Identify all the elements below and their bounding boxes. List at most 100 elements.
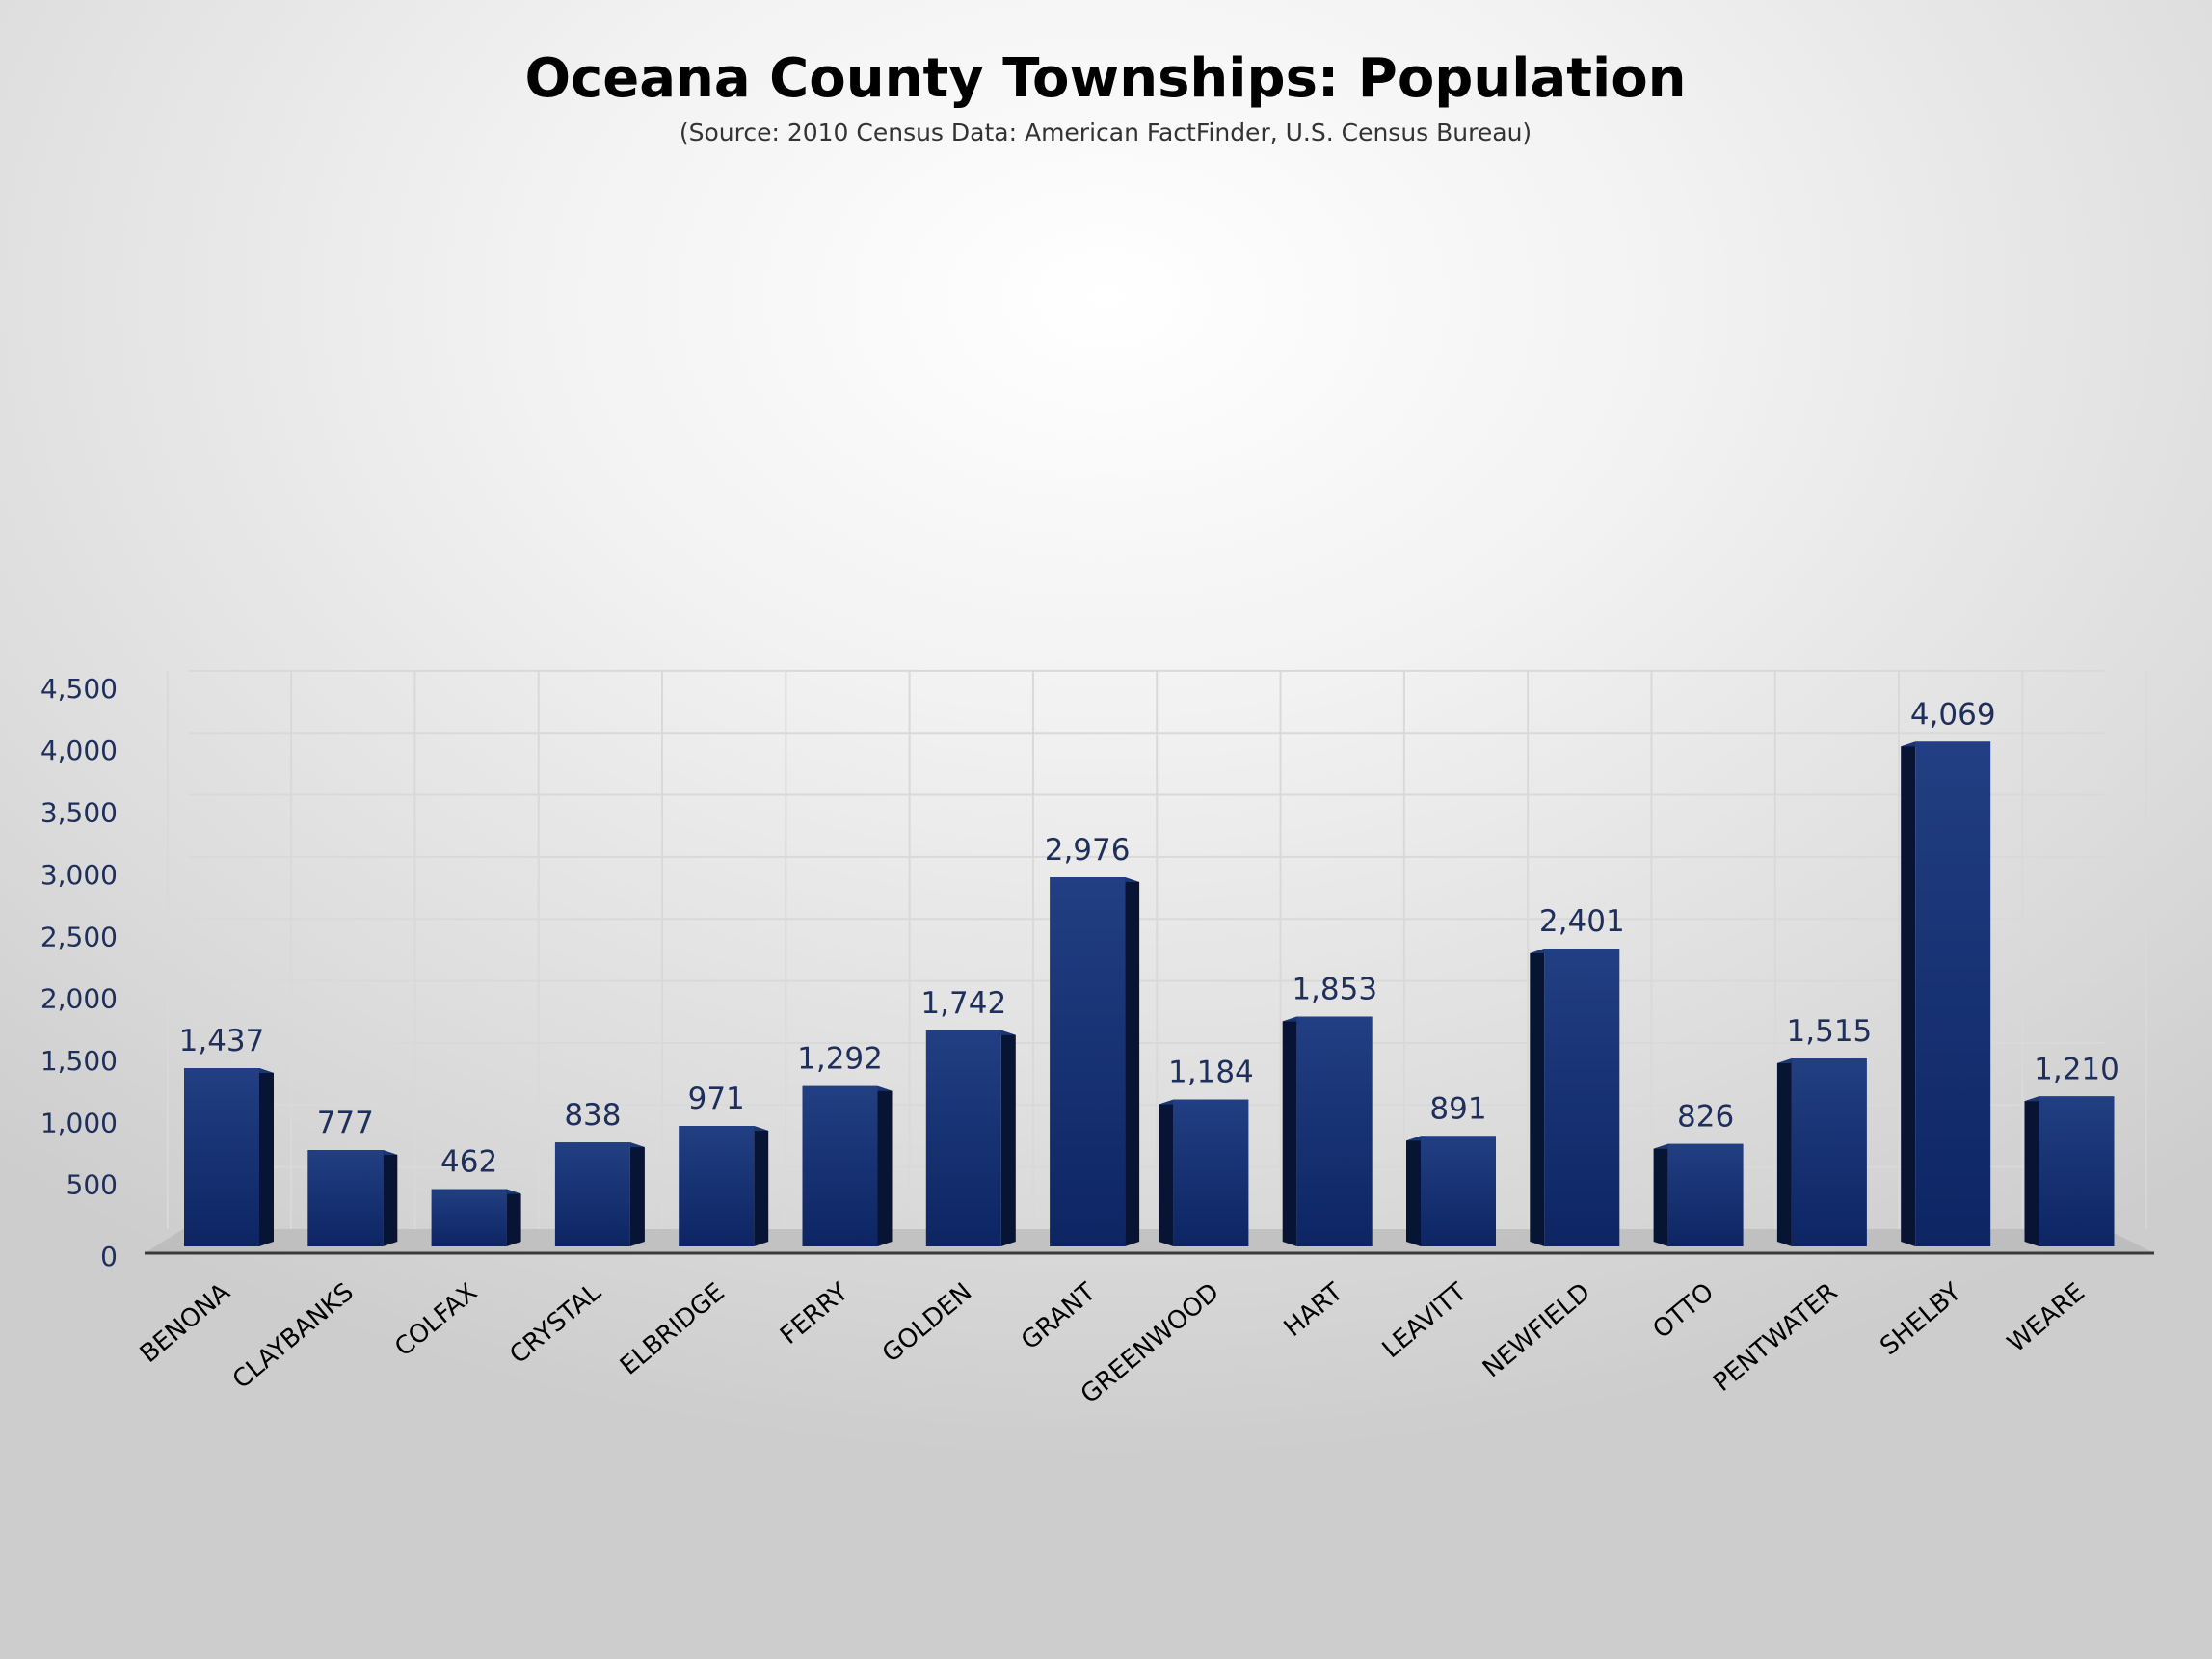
bar-side	[1406, 1136, 1421, 1246]
y-tick-label: 1,500	[40, 1045, 118, 1077]
bar-weare	[2024, 1096, 2115, 1246]
x-tick-label: SHELBY	[1875, 1277, 1966, 1361]
data-label: 1,292	[797, 1042, 883, 1077]
data-label: 2,401	[1539, 904, 1625, 939]
bar-side	[1159, 1099, 1174, 1246]
bar-benona	[184, 1068, 274, 1246]
data-label: 1,210	[2034, 1052, 2119, 1086]
bar-side	[2024, 1096, 2039, 1246]
y-tick-label: 3,500	[40, 797, 118, 829]
bar-side	[1901, 741, 1916, 1246]
bar-side	[259, 1068, 274, 1246]
bar-front	[1173, 1099, 1249, 1246]
bar-front	[1915, 741, 1991, 1246]
data-label: 838	[564, 1098, 621, 1133]
bar-front	[1544, 948, 1620, 1246]
bar-hart	[1282, 1016, 1373, 1246]
x-tick-label: OTTO	[1647, 1277, 1719, 1344]
bar-shelby	[1901, 741, 1991, 1246]
bar-otto	[1653, 1143, 1744, 1246]
bar-pentwater	[1776, 1058, 1867, 1246]
bar-front	[1050, 876, 1126, 1246]
bar-greenwood	[1159, 1099, 1249, 1246]
data-label: 4,069	[1910, 697, 1996, 732]
bar-side	[1282, 1016, 1297, 1246]
x-tick-label: PENTWATER	[1708, 1277, 1843, 1397]
y-axis: 0 500 1,000 1,500 2,000 2,500 3,000 3,500 4,000 4…	[40, 673, 118, 1272]
bar-front	[431, 1189, 507, 1246]
bar-front	[679, 1126, 755, 1246]
y-tick-label: 2,500	[40, 921, 118, 952]
bar-side	[1653, 1143, 1668, 1246]
bar-leavitt	[1406, 1136, 1496, 1246]
bars	[184, 741, 2115, 1246]
chart-title: Oceana County Townships: Population	[524, 47, 1686, 110]
data-label: 826	[1677, 1100, 1734, 1135]
x-tick-label: CLAYBANKS	[227, 1277, 360, 1395]
bar-side	[1000, 1030, 1016, 1246]
data-label: 2,976	[1045, 833, 1131, 868]
chart-subtitle: (Source: 2010 Census Data: American Fact…	[680, 119, 1532, 147]
data-label: 971	[688, 1082, 745, 1116]
data-label: 777	[317, 1106, 374, 1140]
x-tick-label: ELBRIDGE	[615, 1277, 731, 1380]
y-tick-label: 2,000	[40, 983, 118, 1015]
grid-lines	[166, 669, 2147, 1229]
y-tick-label: 3,000	[40, 859, 118, 891]
bar-side	[629, 1142, 645, 1246]
chart-floor	[145, 1229, 2154, 1255]
bar-colfax	[431, 1189, 521, 1246]
x-tick-label: LEAVITT	[1377, 1277, 1473, 1364]
bar-crystal	[554, 1142, 645, 1246]
x-tick-label: HART	[1279, 1277, 1349, 1343]
bar-front	[554, 1142, 630, 1246]
bar-claybanks	[307, 1150, 398, 1246]
y-tick-label: 500	[67, 1169, 118, 1201]
bar-front	[1667, 1143, 1744, 1246]
x-tick-label: WEARE	[2002, 1277, 2091, 1358]
bar-front	[184, 1068, 259, 1246]
bar-side	[877, 1085, 893, 1246]
bar-side	[1530, 948, 1545, 1246]
bar-front	[802, 1085, 878, 1246]
bar-side	[506, 1189, 521, 1246]
bar-front	[307, 1150, 384, 1246]
y-tick-label: 4,000	[40, 735, 118, 766]
data-label: 1,515	[1787, 1014, 1873, 1049]
y-tick-label: 4,500	[40, 673, 118, 705]
bar-side	[1776, 1058, 1792, 1246]
bar-front	[925, 1030, 1001, 1246]
floor-plane	[145, 1229, 2154, 1253]
bar-side	[754, 1126, 769, 1246]
data-label: 1,742	[920, 986, 1006, 1021]
x-tick-label: COLFAX	[389, 1277, 483, 1362]
y-tick-label: 0	[100, 1241, 118, 1272]
bar-front	[2039, 1096, 2115, 1246]
bar-front	[1296, 1016, 1373, 1246]
data-labels: 1,437 777 462 838 971 1,292 1,742 2,976 1,184 1,8…	[179, 697, 2119, 1179]
y-tick-label: 1,000	[40, 1107, 118, 1138]
x-tick-label: GOLDEN	[877, 1277, 977, 1368]
data-label: 1,437	[179, 1024, 265, 1058]
bar-front	[1791, 1058, 1867, 1246]
data-label: 1,853	[1292, 973, 1377, 1007]
data-label: 891	[1429, 1091, 1486, 1126]
bar-ferry	[802, 1085, 893, 1246]
bar-grant	[1050, 876, 1140, 1246]
x-tick-label: GRANT	[1016, 1277, 1102, 1355]
x-tick-label: NEWFIELD	[1478, 1277, 1596, 1383]
x-tick-label: FERRY	[775, 1277, 854, 1351]
x-tick-label: CRYSTAL	[504, 1277, 606, 1370]
data-label: 462	[440, 1145, 497, 1180]
bar-side	[1125, 876, 1140, 1246]
bar-front	[1421, 1136, 1496, 1246]
data-label: 1,184	[1168, 1056, 1254, 1090]
bar-elbridge	[679, 1126, 769, 1246]
bar-newfield	[1530, 948, 1620, 1246]
x-tick-label: BENONA	[135, 1277, 236, 1369]
bar-golden	[925, 1030, 1016, 1246]
bar-side	[383, 1150, 398, 1246]
